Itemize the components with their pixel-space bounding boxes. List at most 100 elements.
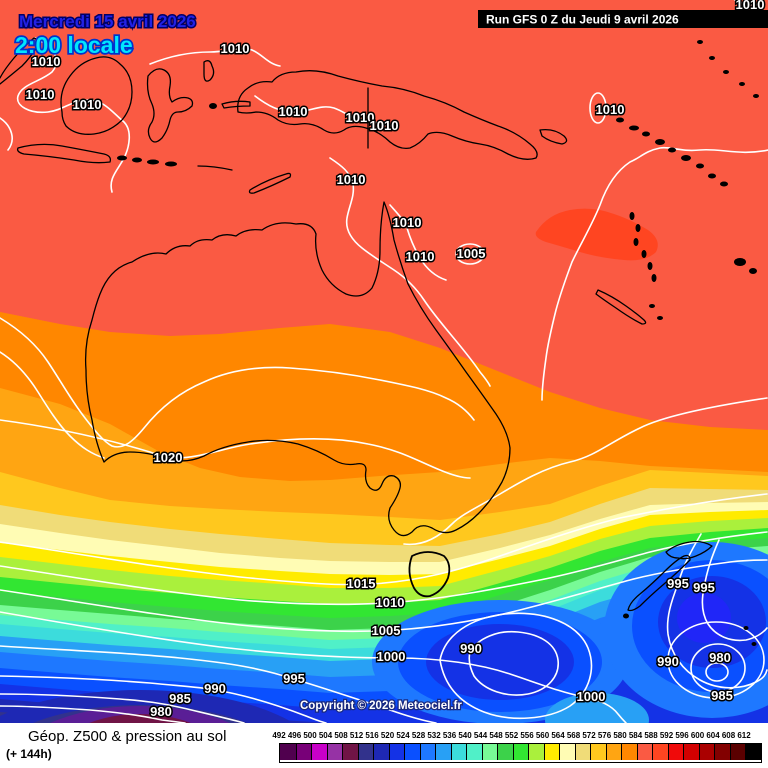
scale-tick-label: 576 <box>597 731 612 740</box>
scale-color-box <box>373 744 390 760</box>
scale-color-box <box>605 744 622 760</box>
pressure-label: 1010 <box>596 102 625 117</box>
pressure-label: 1005 <box>457 246 486 261</box>
scale-tick-label: 588 <box>644 731 658 740</box>
vanuatu-islands <box>629 212 657 282</box>
map-date: Mercredi 15 avril 2026 <box>19 12 196 31</box>
pressure-label: 985 <box>711 688 733 703</box>
scale-color-box <box>404 744 421 760</box>
scale-tick-label: 604 <box>706 731 720 740</box>
scale-color-box <box>729 744 746 760</box>
run-info-box <box>478 10 768 28</box>
scale-color-box <box>667 744 684 760</box>
solomon-islands <box>616 40 759 187</box>
scale-color-box <box>621 744 638 760</box>
scale-tick-label: 584 <box>628 731 643 740</box>
run-info-text: Run GFS 0 Z du Jeudi 9 avril 2026 <box>486 13 679 27</box>
pressure-label: 1010 <box>73 97 102 112</box>
scale-color-box <box>636 744 653 760</box>
scale-tick-label: 520 <box>380 731 395 740</box>
scale-tick-label: 528 <box>411 731 426 740</box>
pressure-label: 985 <box>169 691 191 706</box>
scale-tick-label: 496 <box>287 731 302 740</box>
pressure-label: 1010 <box>26 87 55 102</box>
scale-tick-label: 564 <box>551 731 565 740</box>
scale-color-box <box>528 744 545 760</box>
scale-tick-label: 596 <box>675 731 689 740</box>
scale-tick-label: 540 <box>458 731 472 740</box>
scale-color-box <box>342 744 359 760</box>
scale-color-box <box>326 744 343 760</box>
scale-color-box <box>357 744 374 760</box>
scale-color-box <box>466 744 483 760</box>
scale-tick-label: 532 <box>427 731 441 740</box>
scale-tick-label: 600 <box>690 731 705 740</box>
scale-color-box <box>714 744 731 760</box>
z500-color-scale: 492 496 500 504 508 512 516 520 524 528 532 536 540 5… <box>272 729 764 767</box>
scale-tick-label: 568 <box>566 731 581 740</box>
copyright-text: Copyright © 2026 Meteociel.fr <box>300 700 462 712</box>
scale-color-box <box>559 744 576 760</box>
scale-tick-label: 608 <box>721 731 736 740</box>
scale-tick-label: 560 <box>535 731 550 740</box>
scale-tick-label: 572 <box>582 731 596 740</box>
pressure-label: 1000 <box>577 689 606 704</box>
scale-color-box <box>481 744 498 760</box>
scale-color-box <box>512 744 529 760</box>
scale-tick-label: 592 <box>659 731 674 740</box>
scale-tick-label: 544 <box>473 731 488 740</box>
scale-tick-label: 612 <box>737 731 751 740</box>
scale-color-box <box>574 744 591 760</box>
scale-color-box <box>745 744 762 760</box>
pressure-label: 1010 <box>346 110 375 125</box>
isobar-lines <box>0 0 768 720</box>
scale-tick-label: 580 <box>613 731 627 740</box>
scale-tick-label: 536 <box>442 731 457 740</box>
scale-tick-label: 512 <box>349 731 364 740</box>
scale-color-box <box>683 744 700 760</box>
pressure-label: 1010 <box>406 249 435 264</box>
pressure-labels: 1010 1010 1010 1010 1010 1010 1010 1010 1010 1010… <box>24 0 766 721</box>
color-scale-boxes <box>279 743 762 763</box>
pressure-label: 1015 <box>347 576 376 591</box>
scale-tick-label: 524 <box>396 731 410 740</box>
scale-tick-label: 508 <box>334 731 348 740</box>
pressure-label: 990 <box>460 641 482 656</box>
pressure-label: 995 <box>693 580 715 595</box>
map-lead-time: (+ 144h) <box>6 747 52 761</box>
pressure-label: 1010 <box>32 54 61 69</box>
scale-color-box <box>295 744 312 760</box>
scale-tick-label: 548 <box>489 731 503 740</box>
pressure-label: 1010 <box>337 172 366 187</box>
pressure-label: 1010 <box>376 595 405 610</box>
scale-color-box <box>652 744 669 760</box>
scale-color-box <box>311 744 328 760</box>
pressure-label: 990 <box>657 654 679 669</box>
scale-color-box <box>450 744 467 760</box>
pressure-label: 995 <box>667 576 689 591</box>
scale-color-box <box>280 744 296 760</box>
scale-tick-label: 492 <box>272 731 286 740</box>
scale-tick-label: 556 <box>520 731 534 740</box>
coastlines <box>0 37 759 646</box>
pressure-label: 1010 <box>393 215 422 230</box>
scale-color-box <box>543 744 560 760</box>
scale-color-box <box>419 744 436 760</box>
map-caption-title: Géop. Z500 & pression au sol <box>28 728 227 745</box>
pressure-label: 1005 <box>372 623 401 638</box>
scale-tick-label: 504 <box>318 731 333 740</box>
scale-tick-label: 500 <box>303 731 317 740</box>
pressure-label: 1000 <box>377 649 406 664</box>
scale-color-box <box>388 744 405 760</box>
scale-tick-label: 552 <box>504 731 519 740</box>
scale-color-box <box>590 744 607 760</box>
pressure-label: 1010 <box>221 41 250 56</box>
pressure-label: 980 <box>150 704 172 719</box>
bottom-bar: Géop. Z500 & pression au sol (+ 144h) 49… <box>0 723 768 768</box>
pressure-label: 1020 <box>154 450 183 465</box>
map-local-time: 2:00 locale <box>15 32 133 58</box>
